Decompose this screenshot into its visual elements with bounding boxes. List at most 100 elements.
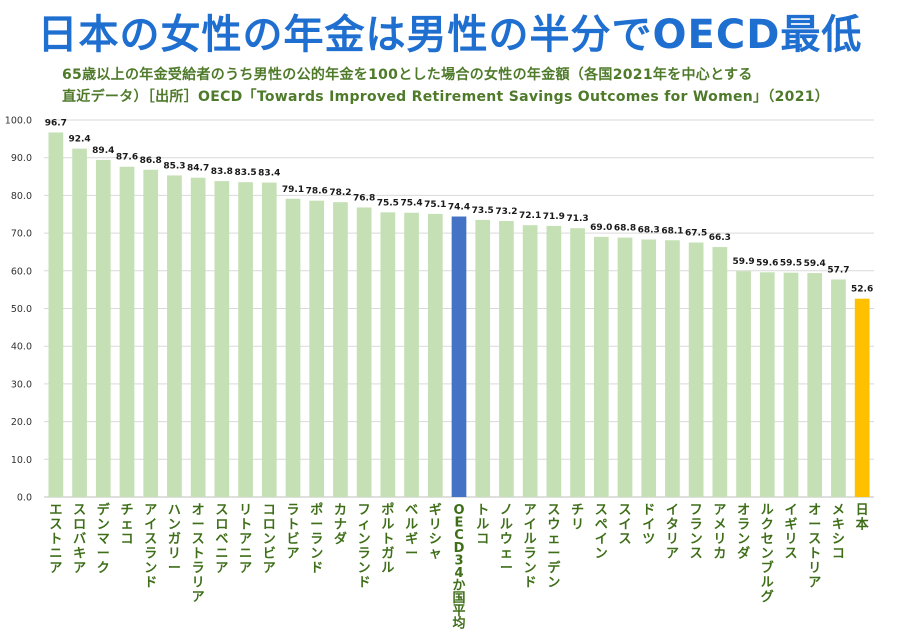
category-label: エストニア (49, 503, 62, 576)
bar (333, 202, 348, 497)
data-label: 68.8 (614, 224, 636, 234)
y-axis-ticks: 0.0 10.0 20.0 30.0 40.0 50.0 60.0 70.0 80.0 90.0 1… (5, 116, 32, 504)
category-label: O E C D 3 4 か国平均 (452, 503, 465, 631)
data-label: 59.6 (756, 258, 778, 268)
data-label: 87.6 (116, 153, 138, 163)
data-label: 85.3 (163, 161, 185, 171)
data-label: 68.1 (661, 226, 683, 236)
bar (190, 177, 206, 497)
y-tick-label: 70.0 (11, 229, 32, 240)
bar (712, 247, 728, 497)
chart-title: 日本の女性の年金は男性の半分でOECD最低 (37, 12, 863, 58)
y-tick-label: 90.0 (11, 153, 32, 164)
category-label: ポーランド (310, 502, 323, 576)
bar (736, 271, 751, 497)
bar (238, 182, 253, 497)
category-label: カナダ (334, 503, 347, 547)
category-label: ドイツ (642, 503, 655, 547)
data-label: 76.8 (353, 193, 375, 203)
data-label: 78.2 (329, 188, 351, 198)
bar (427, 213, 443, 498)
category-label: ラトビア (286, 503, 299, 562)
data-label: 92.4 (68, 135, 90, 145)
category-label: ポルトガル (381, 502, 394, 576)
bar (380, 212, 396, 498)
data-label: 96.7 (45, 118, 67, 128)
data-label: 75.5 (377, 198, 399, 208)
data-label: 71.9 (543, 212, 565, 222)
data-label: 74.4 (448, 203, 470, 213)
bar (831, 279, 846, 497)
y-tick-label: 100.0 (5, 116, 32, 127)
data-label: 83.4 (258, 169, 280, 179)
data-label: 73.2 (495, 207, 517, 217)
bars (48, 132, 870, 498)
category-label: フィンランド (358, 503, 371, 591)
data-label: 79.1 (282, 185, 304, 195)
bar (309, 200, 325, 498)
category-label: ベルギー (405, 503, 418, 562)
bar (759, 272, 775, 497)
bar (783, 272, 799, 497)
data-label: 89.4 (92, 146, 114, 156)
category-label: 日本 (856, 503, 869, 533)
category-label: ノルウェー (500, 503, 513, 576)
y-tick-label: 50.0 (11, 304, 32, 315)
data-label: 59.9 (732, 257, 754, 267)
category-label: スウェーデン (547, 503, 561, 591)
bar (688, 242, 704, 497)
bar (499, 221, 514, 497)
data-label: 83.8 (211, 167, 233, 177)
data-label: 75.1 (424, 200, 446, 210)
subtitle-line-1: 65歳以上の年金受給者のうち男性の公的年金を100とした場合の女性の年金額（各国… (62, 67, 753, 83)
category-label: リトアニア (239, 503, 252, 576)
data-label: 73.5 (472, 206, 494, 216)
data-label: 71.3 (566, 214, 588, 224)
data-label: 57.7 (827, 265, 849, 275)
category-label: アメリカ (713, 503, 726, 562)
bar (143, 169, 159, 497)
chart-subtitle: 65歳以上の年金受給者のうち男性の公的年金を100とした場合の女性の年金額（各国… (62, 64, 892, 108)
bar (475, 219, 491, 497)
bar (546, 225, 562, 497)
y-tick-label: 40.0 (11, 342, 32, 353)
y-tick-label: 60.0 (11, 266, 32, 277)
category-label: メキシコ (832, 503, 845, 562)
category-label: スロベニア (215, 503, 228, 576)
data-label: 78.6 (306, 187, 328, 197)
category-label: デンマーク (97, 502, 111, 576)
data-label: 69.0 (590, 223, 612, 233)
data-label: 66.3 (709, 233, 731, 243)
category-label: チリ (571, 503, 584, 533)
data-label: 84.7 (187, 164, 209, 174)
category-label: トルコ (476, 503, 489, 547)
bar (72, 148, 87, 498)
data-label: 83.5 (234, 168, 256, 178)
bar (570, 228, 585, 497)
category-label: アイルランド (524, 503, 537, 591)
bar (285, 198, 301, 497)
bar (48, 132, 64, 498)
bar (261, 182, 277, 497)
data-label: 52.6 (851, 285, 873, 295)
category-label: コロンビア (263, 503, 276, 576)
category-label: オランダ (737, 503, 750, 562)
y-tick-label: 30.0 (11, 379, 32, 390)
data-label: 75.4 (400, 199, 422, 209)
y-tick-label: 80.0 (11, 191, 32, 202)
bar (95, 159, 111, 497)
y-tick-label: 0.0 (17, 493, 32, 504)
data-label: 67.5 (685, 229, 707, 239)
data-labels: 96.792.489.487.6 86.885.3 84.7 83.8 83.5 83.4… (45, 118, 874, 294)
bar (167, 175, 182, 497)
bar (807, 273, 823, 497)
bar (356, 207, 372, 498)
data-label: 59.4 (804, 259, 826, 269)
category-label: イギリス (784, 503, 797, 562)
category-label: ハンガリー (168, 503, 181, 576)
data-label: 72.1 (519, 211, 541, 221)
category-label: イタリア (666, 503, 679, 562)
data-label: 59.5 (780, 259, 802, 269)
category-label: チェコ (120, 503, 133, 547)
